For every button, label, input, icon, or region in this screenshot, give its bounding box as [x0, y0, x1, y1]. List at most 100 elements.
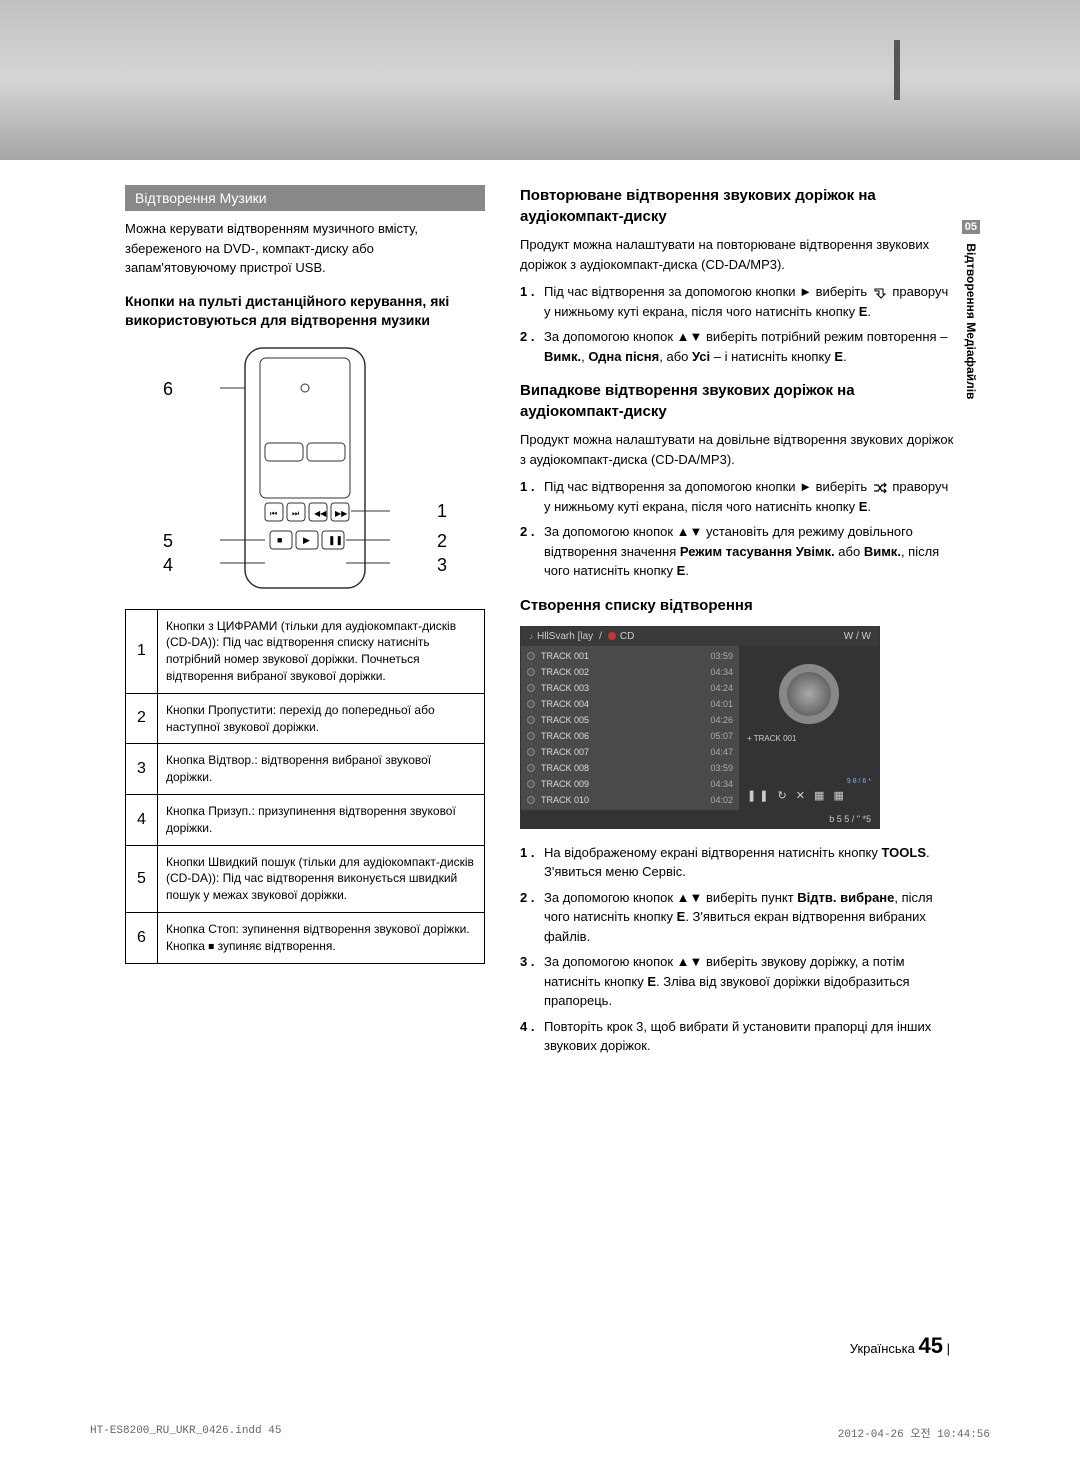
playlist-track: TRACK 004 04:01: [523, 696, 737, 712]
svg-text:▶▶: ▶▶: [335, 509, 348, 518]
step-body: За допомогою кнопок ▲▼ виберіть пункт Ві…: [544, 888, 955, 947]
disc-graphic: [779, 664, 839, 724]
track-time: 04:02: [710, 795, 733, 805]
doc-filename: HT-ES8200_RU_UKR_0426.indd 45: [90, 1425, 281, 1441]
step-item: 1 .На відображеному екрані відтворення н…: [520, 843, 955, 882]
remote-num-4: 4: [163, 555, 173, 576]
page-number: 45: [919, 1333, 943, 1358]
playlist-header-right: W / W: [844, 631, 871, 642]
page-footer: Українська 45 |: [850, 1333, 950, 1359]
section-title-text: Відтворення Музики: [135, 190, 267, 206]
track-name: TRACK 009: [541, 779, 704, 789]
step-item: 2 .За допомогою кнопок ▲▼ установіть для…: [520, 522, 955, 581]
shuffle-title: Випадкове відтворення звукових доріжок н…: [520, 380, 955, 422]
step-item: 2 .За допомогою кнопок ▲▼ виберіть пункт…: [520, 888, 955, 947]
track-time: 04:34: [710, 779, 733, 789]
playlist-track: TRACK 007 04:47: [523, 744, 737, 760]
shuffle-steps: 1 .Під час відтворення за допомогою кноп…: [520, 477, 955, 581]
chapter-number: 05: [962, 220, 980, 234]
table-row: 5Кнопки Швидкий пошук (тільки для аудіок…: [126, 845, 485, 912]
language-label: Українська: [850, 1341, 915, 1356]
track-name: TRACK 010: [541, 795, 704, 805]
track-name: TRACK 005: [541, 715, 704, 725]
step-number: 4 .: [520, 1017, 544, 1056]
step-item: 3 .За допомогою кнопок ▲▼ виберіть звуко…: [520, 952, 955, 1011]
playlist-track: TRACK 008 03:59: [523, 760, 737, 776]
playlist-track: TRACK 001 03:59: [523, 648, 737, 664]
step-number: 2 .: [520, 888, 544, 947]
track-time: 03:59: [710, 651, 733, 661]
remote-num-2: 2: [437, 531, 447, 552]
playlist-track: TRACK 006 05:07: [523, 728, 737, 744]
playlist-track: TRACK 003 04:24: [523, 680, 737, 696]
step-body: За допомогою кнопок ▲▼ виберіть потрібни…: [544, 327, 955, 366]
track-time: 04:24: [710, 683, 733, 693]
playback-icons: ❚❚ ↻ ✕ ▦ ▦: [747, 789, 847, 802]
top-accent: [894, 40, 900, 100]
svg-text:❚❚: ❚❚: [328, 535, 343, 546]
playlist-track: TRACK 010 04:02: [523, 792, 737, 808]
track-name: TRACK 003: [541, 683, 704, 693]
step-item: 2 .За допомогою кнопок ▲▼ виберіть потрі…: [520, 327, 955, 366]
shuffle-intro: Продукт можна налаштувати на довільне ві…: [520, 430, 955, 469]
row-description: Кнопки Швидкий пошук (тільки для аудіоко…: [158, 845, 485, 912]
svg-text:■: ■: [277, 535, 282, 545]
step-number: 1 .: [520, 282, 544, 321]
table-row: 1Кнопки з ЦИФРАМИ (тільки для аудіокомпа…: [126, 609, 485, 693]
svg-text:◀◀: ◀◀: [314, 509, 327, 518]
step-number: 3 .: [520, 952, 544, 1011]
side-tab: 05 Відтворення Медіафайлів: [962, 220, 980, 399]
svg-text:⏮: ⏮: [270, 509, 277, 518]
track-time: 05:07: [710, 731, 733, 741]
checkbox-icon: [527, 716, 535, 724]
playlist-title: Створення списку відтворення: [520, 595, 955, 616]
row-number: 4: [126, 795, 158, 846]
remote-svg: ⏮ ⏭ ◀◀ ▶▶ ■ ▶ ❚❚: [215, 343, 395, 593]
step-number: 2 .: [520, 522, 544, 581]
track-time: 04:34: [710, 667, 733, 677]
table-row: 3Кнопка Відтвор.: відтворення вибраної з…: [126, 744, 485, 795]
checkbox-icon: [527, 764, 535, 772]
controls-table: 1Кнопки з ЦИФРАМИ (тільки для аудіокомпа…: [125, 609, 485, 964]
checkbox-icon: [527, 732, 535, 740]
row-description: Кнопки з ЦИФРАМИ (тільки для аудіокомпак…: [158, 609, 485, 693]
checkbox-icon: [527, 780, 535, 788]
checkbox-icon: [527, 796, 535, 804]
step-body: Повторіть крок 3, щоб вибрати й установи…: [544, 1017, 955, 1056]
top-gradient: [0, 0, 1080, 160]
playlist-header: ♪ HllSvarh [lay / CD W / W: [521, 627, 879, 646]
track-name: TRACK 006: [541, 731, 704, 741]
checkbox-icon: [527, 748, 535, 756]
row-number: 3: [126, 744, 158, 795]
repeat-title: Повторюване відтворення звукових доріжок…: [520, 185, 955, 227]
step-item: 1 .Під час відтворення за допомогою кноп…: [520, 282, 955, 321]
music-icon: ♪: [529, 632, 533, 641]
subsection-title: Кнопки на пульті дистанційного керування…: [125, 292, 485, 331]
checkbox-icon: [527, 668, 535, 676]
step-body: За допомогою кнопок ▲▼ виберіть звукову …: [544, 952, 955, 1011]
track-time: 04:01: [710, 699, 733, 709]
doc-timestamp: 2012-04-26 오전 10:44:56: [838, 1425, 990, 1441]
row-number: 6: [126, 913, 158, 964]
remote-diagram: ⏮ ⏭ ◀◀ ▶▶ ■ ▶ ❚❚ 6 5 4 1 2 3: [165, 343, 445, 593]
repeat-intro: Продукт можна налаштувати на повторюване…: [520, 235, 955, 274]
playlist-footer: b 5 5 / " *5: [521, 810, 879, 828]
intro-text: Можна керувати відтворенням музичного вм…: [125, 219, 485, 278]
checkbox-icon: [527, 652, 535, 660]
time-display: 9 8 / 6 *: [847, 778, 871, 785]
checkbox-icon: [527, 684, 535, 692]
remote-num-6: 6: [163, 379, 173, 400]
playlist-tracks: TRACK 001 03:59 TRACK 002 04:34 TRACK 00…: [521, 646, 739, 810]
divider: |: [947, 1341, 950, 1356]
row-description: Кнопка Призуп.: призупинення відтворення…: [158, 795, 485, 846]
row-description: Кнопка Стоп: зупинення відтворення звуко…: [158, 913, 485, 964]
now-playing: + TRACK 001: [747, 734, 871, 743]
remote-num-5: 5: [163, 531, 173, 552]
track-time: 04:47: [710, 747, 733, 757]
playlist-right-panel: + TRACK 001 9 8 / 6 * ❚❚ ↻ ✕ ▦ ▦: [739, 646, 879, 810]
row-number: 5: [126, 845, 158, 912]
table-row: 6Кнопка Стоп: зупинення відтворення звук…: [126, 913, 485, 964]
track-time: 04:26: [710, 715, 733, 725]
svg-text:▶: ▶: [303, 535, 310, 545]
playlist-screenshot: ♪ HllSvarh [lay / CD W / W TRACK 001 03:…: [520, 626, 880, 829]
